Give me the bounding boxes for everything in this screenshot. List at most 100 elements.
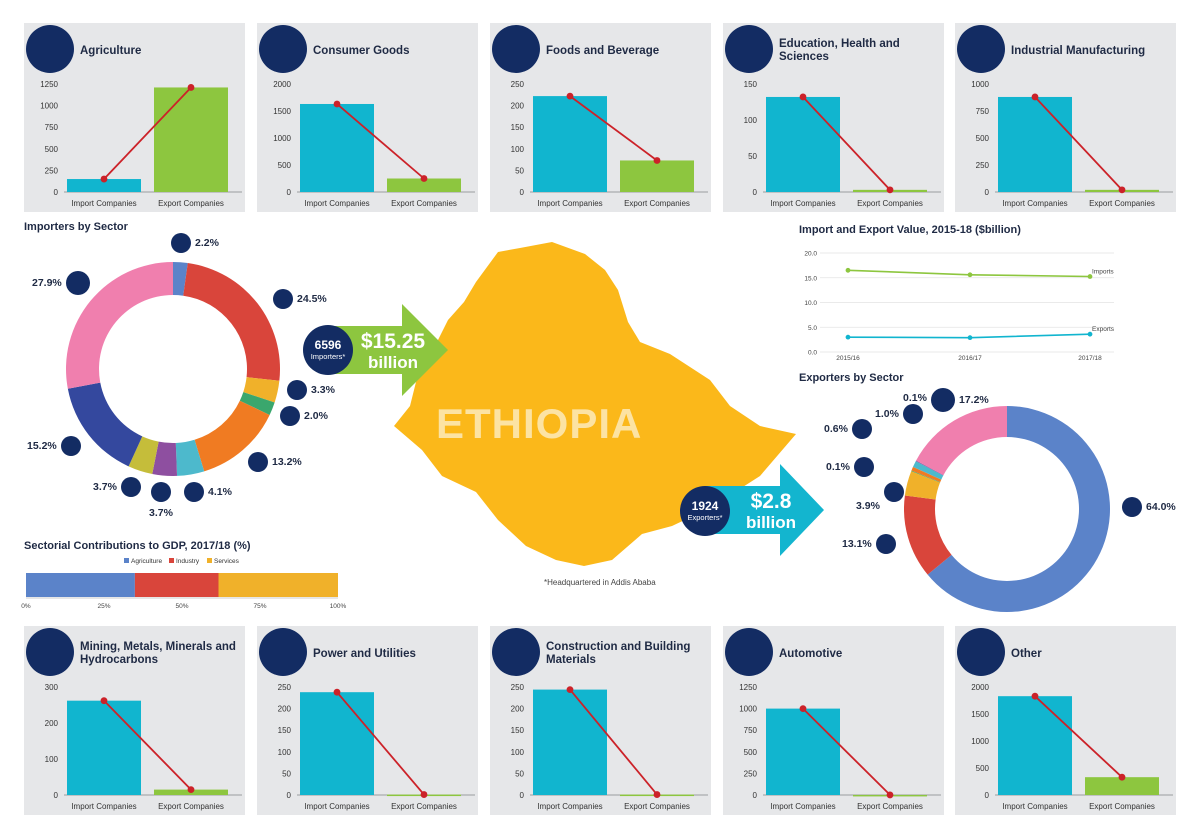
y-tick-label: 1250 xyxy=(739,683,757,692)
y-tick-label: 250 xyxy=(278,683,292,692)
importers-label-power: 3.7% xyxy=(149,482,173,519)
trend-point xyxy=(187,786,195,793)
trend-line xyxy=(103,700,192,791)
factory-icon xyxy=(248,452,268,472)
x-tick-label: Export Companies xyxy=(391,802,457,811)
donut-slice-foods-and-beverage xyxy=(243,377,280,403)
mine-cart-icon xyxy=(26,628,74,676)
export-arrow xyxy=(706,464,824,556)
top-panel-0: Agriculture 0 250 500 750 1000 1250 Import Comp… xyxy=(24,23,245,212)
donut-slice-consumer-goods xyxy=(904,495,952,575)
y-tick-label: 500 xyxy=(976,764,990,773)
science-health-icon xyxy=(280,406,300,426)
export-arrow-shape xyxy=(706,464,824,556)
export-bar xyxy=(620,160,694,192)
import-bar xyxy=(67,179,141,192)
donut-slice-automotive xyxy=(67,382,143,467)
y-tick-label: 0 xyxy=(985,791,990,800)
x-tick-label: Export Companies xyxy=(391,199,457,208)
y-tick-label: 150 xyxy=(511,123,525,132)
y-tick-label: 50 xyxy=(748,152,757,161)
export-bar xyxy=(387,178,461,192)
donut-slice-education-health-and-sciences xyxy=(911,470,941,483)
bar-chart: 0 50 100 150 200 250 Import Companies Export Co… xyxy=(511,683,708,811)
y-tick-label: 50 xyxy=(515,166,524,175)
panel-title: Mining, Metals, Minerals and Hydrocarbon… xyxy=(80,641,236,666)
donut-slice-other xyxy=(66,262,173,389)
x-tick-label: Export Companies xyxy=(1089,199,1155,208)
import-bar xyxy=(766,708,840,795)
top-panel-1: Consumer Goods 0 500 1000 1500 2000 Import Com… xyxy=(257,23,478,212)
exporters-label-education: 0.1% xyxy=(826,457,874,477)
footnote: *Headquartered in Addis Ababa xyxy=(544,578,656,587)
exporters-count-badge: 1924 Exporters* xyxy=(680,486,730,536)
panel-title: Foods and Beverage xyxy=(546,44,660,57)
y-tick-label: 50 xyxy=(515,769,524,778)
gdp-segment-industry xyxy=(134,573,219,597)
y-tick-label: 500 xyxy=(45,145,59,154)
y-tick-label: 1250 xyxy=(40,80,58,89)
donut-slice-power-and-utilities xyxy=(915,460,944,476)
factory-icon xyxy=(851,419,872,439)
y-tick-label: 750 xyxy=(744,726,758,735)
y-tick-label: 150 xyxy=(278,726,292,735)
crane-icon xyxy=(120,477,141,497)
import-value-text: $15.25 billion xyxy=(360,330,426,372)
shopping-basket-icon xyxy=(259,25,307,73)
exporters-label-agriculture: 64.0% xyxy=(1122,497,1176,517)
legend-swatch xyxy=(169,558,174,563)
exports-point xyxy=(845,334,851,340)
y-tick-label: 200 xyxy=(45,719,59,728)
legend-swatch xyxy=(207,558,212,563)
top-panel-3: Education, Health and Sciences 0 50 100 150 I… xyxy=(723,23,944,212)
y-tick-label: 100 xyxy=(511,748,525,757)
y-tick-label: 0 xyxy=(287,188,292,197)
x-tick-label: Export Companies xyxy=(1089,802,1155,811)
trend-point xyxy=(100,697,108,705)
science-health-icon xyxy=(725,25,773,73)
x-tick-label: Import Companies xyxy=(304,802,369,811)
y-tick-label: 15.0 xyxy=(804,275,817,282)
x-tick-label: Export Companies xyxy=(158,802,224,811)
trend-point xyxy=(1031,692,1039,700)
x-tick-label: Import Companies xyxy=(1002,802,1067,811)
y-tick-label: 0 xyxy=(520,188,525,197)
importers-label-foods: 3.3% xyxy=(287,380,335,400)
shopping-basket-icon xyxy=(273,289,293,309)
y-tick-label: 0 xyxy=(54,188,59,197)
exporters-label-industrial: 0.6% xyxy=(824,419,872,439)
import-bar xyxy=(300,103,374,192)
trend-line xyxy=(336,103,425,180)
mine-cart-icon xyxy=(184,482,204,502)
donut-slice-industrial-manufacturing xyxy=(911,466,942,483)
trend-point xyxy=(333,688,341,696)
food-drink-icon xyxy=(287,380,307,400)
donut-slice-foods-and-beverage xyxy=(904,471,941,500)
trade-title: Import and Export Value, 2015-18 ($billi… xyxy=(799,224,1021,236)
bar-chart: 0 250 500 750 1000 Import Companies Export Com… xyxy=(971,80,1173,208)
exports-point xyxy=(967,335,973,341)
exporters-label-construction: 1.0% xyxy=(875,404,923,424)
legend-swatch xyxy=(124,558,129,563)
x-tick-label: Export Companies xyxy=(158,199,224,208)
import-bar xyxy=(300,692,374,795)
panel-title: Other xyxy=(1011,647,1042,660)
donut-slice-agriculture xyxy=(173,262,188,296)
x-tick-label: Export Companies xyxy=(624,199,690,208)
x-tick-label: Export Companies xyxy=(857,802,923,811)
crane-icon xyxy=(492,628,540,676)
tractor-icon xyxy=(1122,497,1142,517)
bar-chart: 0 500 1000 1500 2000 Import Companies Export C… xyxy=(971,683,1173,811)
bar-chart: 0 250 500 750 1000 1250 Import Companies Export… xyxy=(739,683,941,811)
trend-line xyxy=(569,95,658,162)
trend-point xyxy=(420,791,428,798)
trend-line xyxy=(103,86,192,180)
car-icon xyxy=(60,436,81,456)
trend-point xyxy=(566,686,574,693)
trend-point xyxy=(1118,773,1126,781)
y-tick-label: 250 xyxy=(976,161,990,170)
importers-label-other: 27.9% xyxy=(32,271,90,295)
power-pylon-icon xyxy=(259,628,307,676)
bar-chart: 0 50 100 150 200 250 Import Companies Export Co… xyxy=(278,683,475,811)
tractor-icon xyxy=(26,25,74,73)
